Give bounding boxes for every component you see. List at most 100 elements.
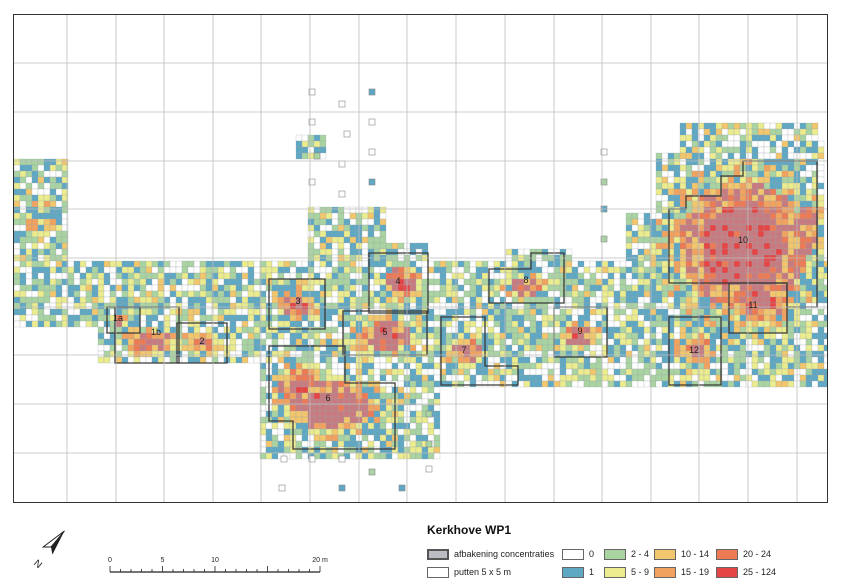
sample-cell bbox=[769, 152, 777, 160]
sample-cell bbox=[319, 146, 327, 154]
sample-cell bbox=[523, 290, 531, 298]
sample-cell bbox=[679, 314, 687, 322]
sample-cell bbox=[805, 128, 813, 136]
sample-cell bbox=[487, 350, 495, 358]
sample-cell bbox=[37, 272, 45, 280]
sample-cell bbox=[721, 182, 729, 190]
sample-cell bbox=[799, 158, 807, 166]
sample-cell bbox=[739, 296, 747, 304]
sample-cell bbox=[385, 248, 393, 256]
sample-cell bbox=[685, 320, 693, 328]
map-frame[interactable]: 1a 1b 2 3 4 5 6 7 8 9 10 11 12 bbox=[13, 14, 828, 503]
sample-cell bbox=[43, 248, 51, 256]
sample-cell bbox=[631, 236, 639, 244]
sample-cell bbox=[55, 266, 63, 274]
sample-cell bbox=[619, 380, 627, 388]
sample-cell bbox=[769, 326, 777, 334]
sample-cell bbox=[319, 410, 327, 418]
sample-cell bbox=[241, 284, 249, 292]
sample-cell bbox=[679, 182, 687, 190]
sample-cell bbox=[337, 446, 345, 454]
sample-cell bbox=[361, 302, 369, 310]
sample-cell bbox=[349, 338, 357, 346]
sample-cell bbox=[91, 314, 99, 322]
sample-cell bbox=[367, 338, 375, 346]
sample-cell bbox=[715, 278, 723, 286]
sample-cell bbox=[325, 446, 333, 454]
sample-cell bbox=[151, 296, 159, 304]
sample-cell bbox=[19, 272, 27, 280]
concentration-outline[interactable] bbox=[488, 252, 565, 304]
sample-cell bbox=[745, 332, 753, 340]
sample-cell bbox=[19, 224, 27, 232]
sample-cell bbox=[625, 278, 633, 286]
sample-cell bbox=[391, 308, 399, 316]
sample-cell bbox=[235, 290, 243, 298]
sample-cell bbox=[331, 302, 339, 310]
sample-cell bbox=[127, 326, 135, 334]
sample-cell bbox=[673, 350, 681, 358]
sample-cell bbox=[14, 248, 21, 256]
sample-cell bbox=[763, 380, 771, 388]
concentration-outline[interactable] bbox=[440, 316, 519, 386]
sample-cell bbox=[721, 302, 729, 310]
sample-cell bbox=[817, 206, 825, 214]
sample-cell bbox=[757, 320, 765, 328]
sample-cell bbox=[775, 356, 783, 364]
sample-cell bbox=[343, 338, 351, 346]
sample-cell bbox=[817, 272, 825, 280]
sample-cell bbox=[709, 128, 717, 136]
sample-cell bbox=[409, 404, 417, 412]
sample-cell bbox=[361, 410, 369, 418]
sample-cell bbox=[643, 338, 651, 346]
concentration-outline[interactable] bbox=[268, 278, 326, 330]
sample-cell bbox=[271, 440, 279, 448]
sample-cell bbox=[145, 356, 153, 364]
sample-cell bbox=[367, 410, 375, 418]
concentration-outline[interactable] bbox=[368, 252, 429, 314]
sample-cell bbox=[397, 374, 405, 382]
sample-cell bbox=[433, 350, 441, 358]
sample-cell bbox=[823, 314, 827, 322]
sample-cell bbox=[337, 272, 345, 280]
concentration-label: 3 bbox=[295, 296, 300, 306]
sample-cell bbox=[169, 326, 177, 334]
concentration-outline[interactable] bbox=[268, 345, 396, 450]
sample-cell bbox=[427, 350, 435, 358]
sample-cell bbox=[511, 272, 519, 280]
sample-cell bbox=[703, 350, 711, 358]
sample-cell bbox=[595, 314, 603, 322]
concentration-outline[interactable] bbox=[176, 322, 228, 364]
sample-cell bbox=[289, 272, 297, 280]
sample-cell bbox=[79, 272, 87, 280]
sample-cell bbox=[727, 224, 735, 232]
sample-cell bbox=[817, 338, 825, 346]
sample-cell bbox=[600, 148, 608, 156]
sample-cell bbox=[181, 266, 189, 274]
sample-cell bbox=[775, 308, 783, 316]
sample-cell bbox=[763, 284, 771, 292]
sample-cell bbox=[751, 164, 759, 172]
sample-cell bbox=[691, 122, 699, 130]
sample-cell bbox=[739, 188, 747, 196]
sample-cell bbox=[469, 290, 477, 298]
sample-cell bbox=[517, 302, 525, 310]
sample-cell bbox=[655, 158, 663, 166]
concentration-outline[interactable] bbox=[668, 316, 722, 386]
sample-cell bbox=[37, 206, 45, 214]
concentration-outline[interactable] bbox=[728, 282, 788, 334]
sample-cell bbox=[367, 422, 375, 430]
sample-cell bbox=[739, 356, 747, 364]
sample-cell bbox=[451, 320, 459, 328]
sample-cell bbox=[223, 260, 231, 268]
sample-cell bbox=[385, 266, 393, 274]
sample-cell bbox=[475, 362, 483, 370]
sample-cell bbox=[43, 260, 51, 268]
sample-cell bbox=[301, 434, 309, 442]
sample-cell bbox=[337, 230, 345, 238]
sample-cell bbox=[463, 380, 471, 388]
sample-cell bbox=[319, 134, 327, 142]
sample-cell bbox=[565, 278, 573, 286]
